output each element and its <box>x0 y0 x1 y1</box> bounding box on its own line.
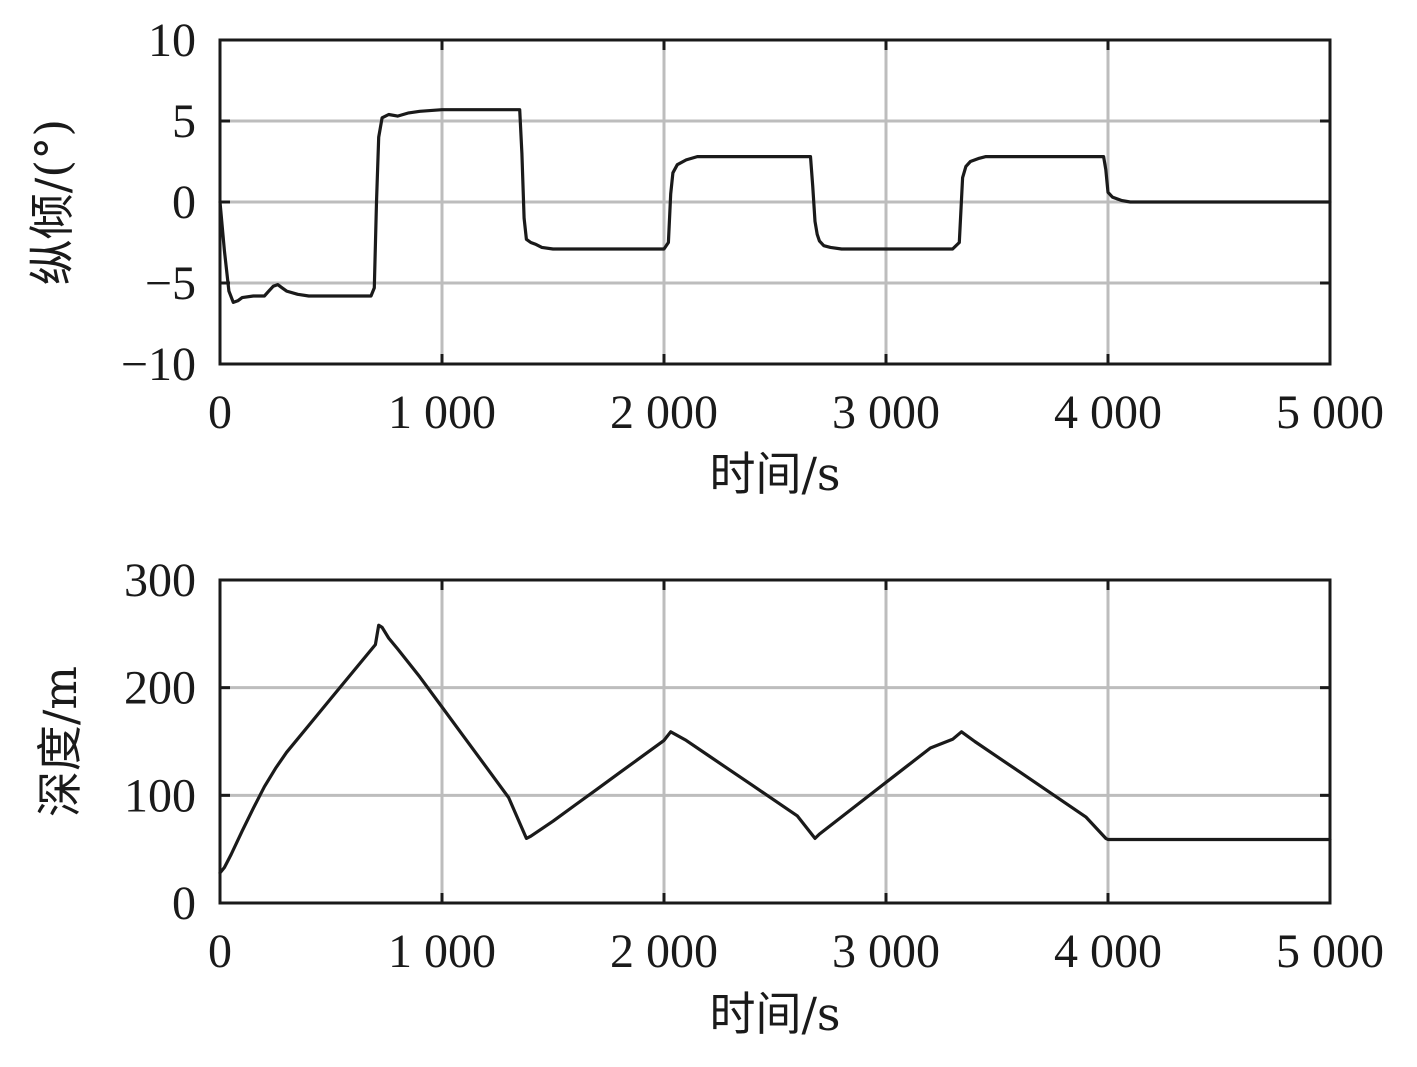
y-tick-label: 10 <box>148 14 196 67</box>
x-tick-label: 2 000 <box>610 386 718 439</box>
y-tick-label: −10 <box>121 338 196 391</box>
x-tick-label: 1 000 <box>388 925 496 978</box>
x-tick-label: 2 000 <box>610 925 718 978</box>
x-tick-label: 5 000 <box>1276 386 1384 439</box>
x-axis-label: 时间/s <box>709 447 840 501</box>
x-axis-label: 时间/s <box>709 987 840 1041</box>
x-tick-label: 3 000 <box>832 925 940 978</box>
y-tick-label: −5 <box>145 257 196 310</box>
y-tick-label: 300 <box>124 554 196 607</box>
x-tick-label: 3 000 <box>832 386 940 439</box>
y-tick-label: 0 <box>172 877 196 930</box>
pitch-chart: 0 1 000 2 000 3 000 4 000 5 000 10 5 0 −5 −10 时间/s 纵… <box>25 14 1384 501</box>
y-tick-label: 100 <box>124 769 196 822</box>
x-tick-label: 5 000 <box>1276 925 1384 978</box>
y-tick-label: 0 <box>172 176 196 229</box>
y-tick-label: 5 <box>172 95 196 148</box>
series-line <box>218 623 1332 875</box>
depth-chart: 0 1 000 2 000 3 000 4 000 5 000 300 200 100 0 时间/s… <box>33 554 1384 1041</box>
plot-frame <box>218 578 1332 905</box>
x-tick-label: 4 000 <box>1054 386 1162 439</box>
x-tick-label: 1 000 <box>388 386 496 439</box>
x-tick-label: 0 <box>208 386 232 439</box>
y-tick-label: 200 <box>124 662 196 715</box>
x-tick-label: 0 <box>208 925 232 978</box>
y-axis-label: 纵倾/(°) <box>25 119 79 285</box>
x-tick-label: 4 000 <box>1054 925 1162 978</box>
series-line <box>218 108 1332 304</box>
y-axis-label: 深度/m <box>33 666 87 817</box>
plot-frame <box>218 38 1332 366</box>
